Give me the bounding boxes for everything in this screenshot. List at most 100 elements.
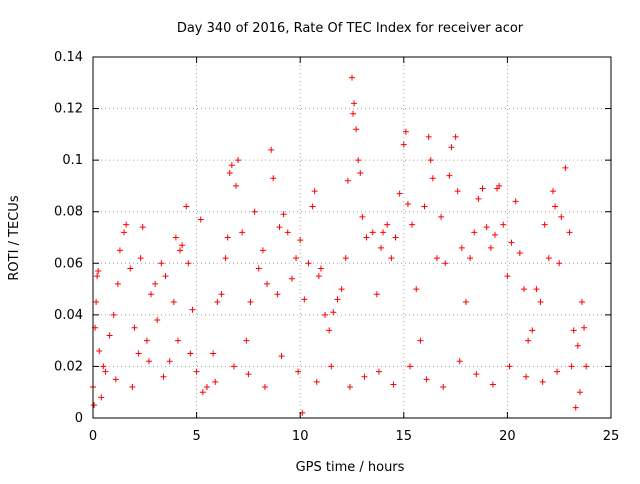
chart-title: Day 340 of 2016, Rate Of TEC Index for r… — [177, 21, 524, 36]
x-tick-label: 25 — [603, 429, 620, 444]
data-point — [284, 229, 291, 236]
data-point — [438, 213, 445, 220]
data-point — [378, 244, 385, 251]
data-point — [454, 188, 461, 195]
data-point — [512, 198, 519, 205]
data-point — [280, 211, 287, 218]
y-tick-label: 0.14 — [54, 50, 83, 65]
data-point — [375, 368, 382, 375]
data-point — [110, 311, 117, 318]
data-point — [95, 268, 102, 275]
data-point — [152, 280, 159, 287]
data-point — [456, 358, 463, 365]
data-point — [423, 376, 430, 383]
data-point — [425, 133, 432, 140]
data-point — [407, 363, 414, 370]
data-point — [504, 273, 511, 280]
data-point — [268, 146, 275, 153]
plot-frame — [92, 56, 612, 419]
data-point — [112, 376, 119, 383]
data-point — [487, 244, 494, 251]
data-point — [433, 255, 440, 262]
x-tick-label: 5 — [192, 429, 200, 444]
data-point — [288, 275, 295, 282]
data-point — [489, 381, 496, 388]
data-point — [328, 363, 335, 370]
data-point — [189, 306, 196, 313]
data-point — [251, 208, 258, 215]
data-point — [537, 298, 544, 305]
grid-lines — [93, 57, 611, 418]
data-point — [446, 172, 453, 179]
data-point — [162, 273, 169, 280]
data-point — [96, 347, 103, 354]
data-point — [581, 324, 588, 331]
data-point — [131, 324, 138, 331]
data-point — [338, 286, 345, 293]
data-point — [427, 157, 434, 164]
data-point — [199, 389, 206, 396]
data-point — [270, 175, 277, 182]
data-point — [554, 368, 561, 375]
data-point — [541, 221, 548, 228]
y-axis-label: ROTI / TECUs — [7, 195, 22, 280]
data-point — [295, 368, 302, 375]
data-point — [137, 255, 144, 262]
data-point — [135, 350, 142, 357]
data-point — [315, 273, 322, 280]
data-point — [539, 378, 546, 385]
data-point — [326, 327, 333, 334]
x-tick-label: 15 — [396, 429, 413, 444]
x-axis-label: GPS time / hours — [296, 460, 405, 475]
data-point — [353, 126, 360, 133]
data-point — [467, 255, 474, 262]
data-point — [121, 229, 128, 236]
data-point — [218, 291, 225, 298]
data-point — [174, 337, 181, 344]
data-point — [442, 260, 449, 267]
data-point — [278, 353, 285, 360]
y-tick-label: 0.04 — [54, 308, 83, 323]
data-point — [94, 273, 101, 280]
data-point — [384, 221, 391, 228]
data-point — [558, 213, 565, 220]
data-point — [185, 260, 192, 267]
x-tick-label: 10 — [292, 429, 309, 444]
data-point — [417, 337, 424, 344]
data-point — [359, 213, 366, 220]
data-point — [500, 221, 507, 228]
data-point — [344, 177, 351, 184]
data-point — [228, 162, 235, 169]
data-point — [317, 265, 324, 272]
data-point — [566, 229, 573, 236]
data-point — [578, 298, 585, 305]
data-point — [516, 249, 523, 256]
x-tick-label: 0 — [89, 429, 97, 444]
y-tick-label: 0.08 — [54, 205, 83, 220]
data-point — [232, 182, 239, 189]
data-point — [293, 255, 300, 262]
data-point — [529, 327, 536, 334]
data-point — [166, 358, 173, 365]
y-tick-label: 0.02 — [54, 359, 83, 374]
data-point — [390, 381, 397, 388]
data-point — [342, 255, 349, 262]
data-point — [170, 298, 177, 305]
data-point — [239, 229, 246, 236]
y-tick-label: 0.1 — [62, 153, 83, 168]
data-point — [351, 100, 358, 107]
data-point — [214, 298, 221, 305]
data-point — [264, 280, 271, 287]
data-point — [549, 188, 556, 195]
data-point — [116, 247, 123, 254]
data-point — [143, 337, 150, 344]
data-point — [471, 229, 478, 236]
data-point — [127, 265, 134, 272]
data-point — [98, 394, 105, 401]
data-point — [350, 110, 357, 117]
data-point — [309, 203, 316, 210]
data-point — [322, 311, 329, 318]
data-point — [421, 203, 428, 210]
data-point — [409, 221, 416, 228]
